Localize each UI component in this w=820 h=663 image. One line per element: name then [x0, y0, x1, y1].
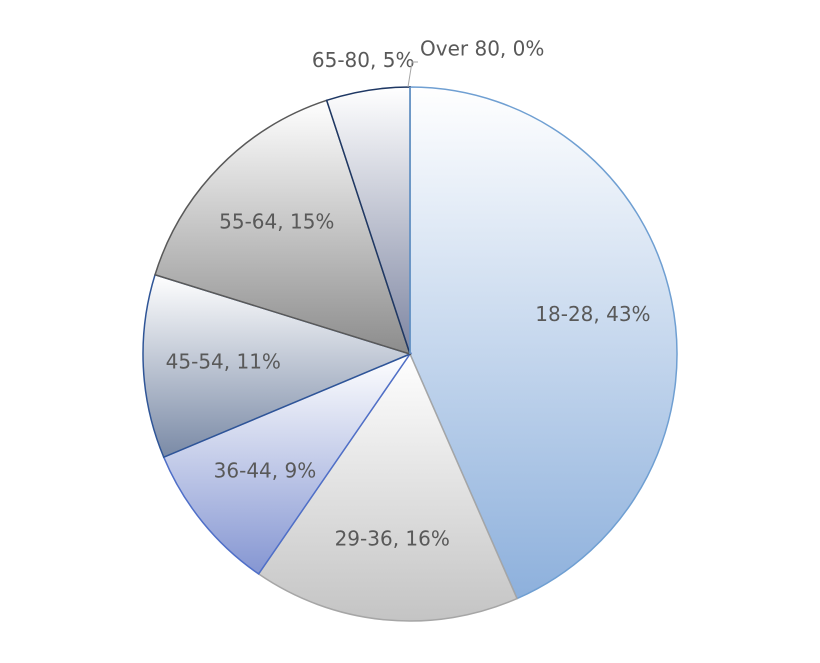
pie-slice	[154, 99, 412, 356]
leader-line	[407, 61, 418, 88]
data-label: 55-64, 15%	[219, 209, 334, 233]
data-label: 65-80, 5%	[312, 48, 415, 72]
data-label: 29-36, 16%	[335, 527, 450, 551]
pie-slice	[257, 352, 519, 622]
pie-slice	[142, 273, 413, 459]
data-label: Over 80, 0%	[420, 37, 544, 61]
pie-slice	[409, 86, 678, 600]
data-label: 18-28, 43%	[535, 302, 650, 326]
data-label: 45-54, 11%	[166, 349, 281, 373]
data-label: 36-44, 9%	[214, 458, 317, 482]
pie-slice	[162, 352, 413, 575]
